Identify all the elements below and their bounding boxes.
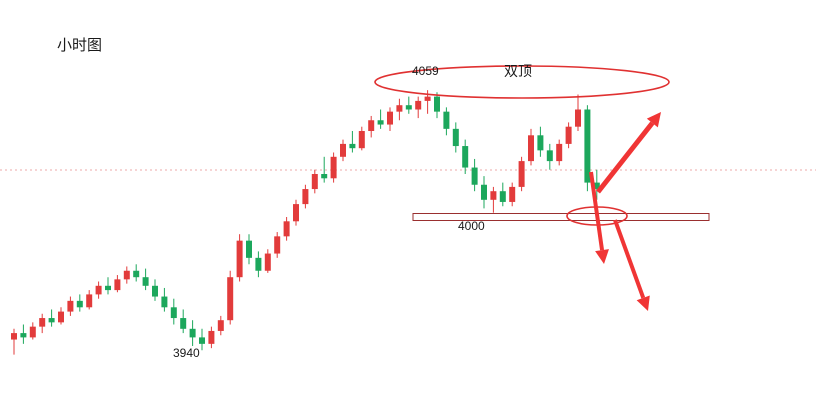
candle-body — [556, 143, 563, 162]
candle-body — [452, 128, 459, 147]
candle-body — [283, 221, 290, 237]
candle-body — [396, 105, 403, 112]
candle-body — [67, 300, 74, 312]
candle-body — [95, 285, 102, 295]
candle-body — [537, 135, 544, 151]
candle-body — [161, 296, 168, 308]
candle-body — [405, 105, 412, 110]
candle-body — [142, 277, 149, 286]
candle-body — [123, 270, 130, 280]
candle-body — [86, 294, 93, 308]
candle-body — [76, 300, 83, 308]
candle-body — [208, 330, 215, 344]
candle-body — [424, 96, 431, 101]
candle-body — [349, 143, 356, 149]
candle-body — [58, 311, 64, 323]
candle-body — [321, 174, 328, 179]
candle-body — [358, 131, 365, 149]
candle-body — [415, 100, 422, 110]
candle-body — [29, 326, 36, 338]
candle-body — [471, 167, 478, 185]
candle-body — [133, 270, 140, 278]
candle-body — [434, 96, 440, 112]
candle-body — [189, 328, 196, 338]
candle-body — [274, 236, 281, 254]
support-band — [412, 213, 710, 221]
candle-body — [20, 333, 27, 338]
candle-body — [330, 156, 337, 179]
low-price-label: 3940 — [173, 346, 200, 360]
candle-body — [48, 318, 55, 323]
up-arrow — [596, 121, 655, 194]
candle-body — [528, 135, 534, 162]
support-price-label: 4000 — [458, 219, 485, 233]
candle-body — [499, 191, 506, 202]
candle-body — [170, 307, 177, 319]
double-top-ellipse — [374, 65, 670, 99]
candle-body — [546, 150, 553, 162]
candle-body — [481, 184, 487, 200]
candle-body — [593, 182, 600, 190]
candle-body — [114, 279, 121, 291]
down-arrow-1-head — [595, 249, 609, 264]
candle-body — [105, 285, 111, 291]
candle-body — [443, 111, 450, 129]
candle-body — [509, 186, 516, 202]
candle-body — [518, 161, 525, 187]
candle-body — [575, 109, 581, 127]
candle-body — [490, 191, 497, 200]
down-arrow-2 — [613, 219, 646, 299]
candle-body — [368, 120, 375, 131]
candle-body — [39, 318, 46, 327]
candle-body — [246, 240, 252, 258]
candle-body — [199, 337, 205, 344]
candle-body — [11, 333, 17, 340]
up-arrow-head — [646, 112, 661, 128]
down-arrow-2-head — [636, 295, 650, 311]
candle-body — [584, 109, 591, 183]
peak-price-label: 4059 — [412, 64, 439, 78]
candle-body — [302, 189, 309, 205]
candle-body — [462, 146, 469, 168]
down-arrow-1 — [589, 171, 605, 251]
candle-body — [565, 126, 572, 144]
candle-body — [264, 253, 271, 271]
chart-title: 小时图 — [57, 37, 103, 54]
candle-body — [180, 318, 187, 329]
candle-body — [255, 257, 262, 271]
candle-body — [227, 277, 234, 321]
candle-body — [387, 111, 393, 125]
candle-body — [377, 120, 384, 125]
candle-body — [293, 204, 299, 222]
candle-body — [236, 240, 243, 278]
candle-body — [311, 174, 318, 190]
candle-body — [340, 143, 346, 157]
candle-body — [217, 320, 224, 331]
double-top-label: 双顶 — [504, 63, 532, 79]
candle-body — [152, 285, 158, 297]
